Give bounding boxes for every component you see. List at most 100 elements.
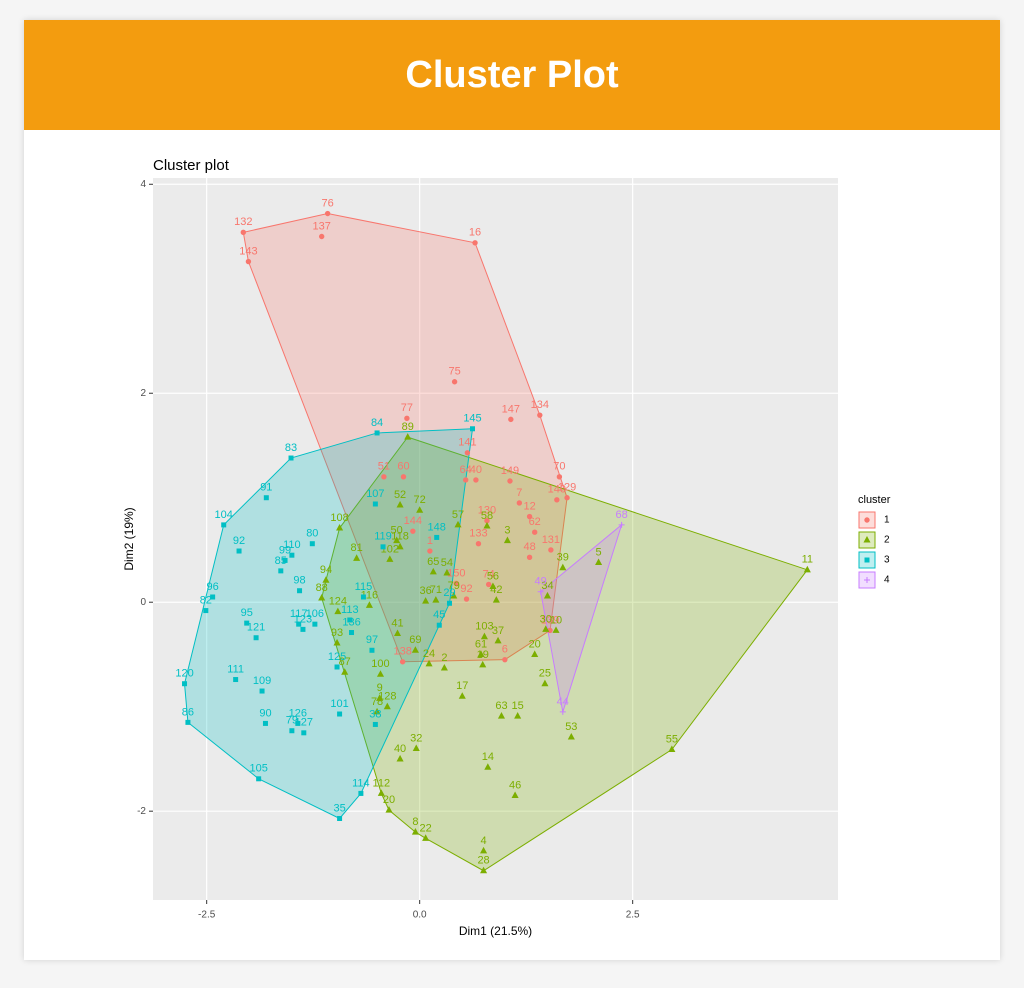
point (240, 229, 247, 236)
legend-label: 3 (884, 555, 890, 566)
point (864, 517, 870, 523)
point-label: 136 (342, 616, 360, 628)
point (464, 450, 471, 456)
point (410, 528, 416, 534)
point (497, 712, 506, 719)
x-tick-label: 0.0 (413, 910, 427, 921)
point (349, 630, 355, 636)
point-label: 111 (227, 663, 244, 675)
point (358, 790, 364, 796)
point-label: 79 (448, 580, 460, 592)
point (511, 791, 519, 799)
point-label: 51 (378, 461, 390, 473)
point (245, 258, 252, 265)
point (182, 681, 188, 687)
point-label: 11 (802, 554, 813, 566)
point (564, 495, 570, 501)
point (322, 576, 330, 583)
point (480, 632, 488, 640)
point-label: 123 (294, 613, 312, 625)
point-label: 53 (565, 721, 577, 733)
point (618, 521, 625, 528)
legend-label: 1 (884, 515, 890, 526)
point (337, 711, 343, 717)
point (333, 638, 341, 646)
point (541, 679, 549, 687)
point-label: 117 (290, 608, 308, 620)
point-label: 113 (341, 604, 359, 616)
point (412, 744, 420, 751)
point-label: 41 (391, 617, 403, 629)
point (531, 529, 538, 535)
point-label: 92 (233, 535, 245, 547)
point-label: 55 (666, 733, 678, 745)
cluster-hull (321, 436, 809, 872)
legend-label: 4 (884, 575, 890, 586)
point (516, 500, 523, 506)
point (559, 563, 567, 571)
point-label: 9 (377, 682, 383, 694)
point-label: 93 (331, 627, 343, 639)
point (480, 866, 488, 874)
point (337, 816, 343, 822)
point-label: 138 (393, 646, 411, 658)
point (443, 568, 451, 576)
point-label: 74 (483, 568, 495, 580)
point-label: 148 (428, 521, 446, 533)
point-label: 110 (283, 539, 301, 551)
point-label: 69 (409, 634, 421, 646)
point-label: 83 (285, 442, 297, 454)
point (863, 535, 871, 543)
point-label: 25 (539, 668, 551, 680)
point-label: 40 (394, 743, 406, 755)
point-label: 99 (279, 544, 291, 556)
point (297, 588, 303, 594)
point (489, 582, 497, 590)
point-label: 40 (470, 464, 482, 476)
point-label: 107 (366, 488, 384, 500)
point-label: 105 (249, 763, 267, 775)
point (324, 210, 331, 217)
point-label: 57 (452, 509, 464, 521)
point (477, 650, 485, 657)
point (253, 635, 259, 641)
point-label: 130 (478, 505, 496, 517)
point (236, 548, 242, 554)
point (411, 646, 419, 653)
point-label: 109 (253, 675, 271, 687)
point (278, 568, 284, 574)
point (436, 622, 442, 628)
point-label: 145 (463, 413, 481, 425)
y-tick-label: 4 (140, 179, 146, 190)
point-label: 119 (374, 531, 392, 543)
point (531, 650, 539, 657)
point (385, 806, 393, 813)
point (289, 728, 295, 734)
point (400, 474, 407, 480)
point-label: 133 (469, 528, 487, 540)
point (526, 513, 533, 520)
point-label: 12 (523, 500, 535, 512)
point-label: 64 (460, 464, 472, 476)
point-label: 10 (550, 614, 562, 626)
point (301, 730, 307, 736)
point-label: 95 (241, 607, 253, 619)
point-label: 68 (615, 509, 627, 521)
point-label: 104 (215, 509, 233, 521)
point-label: 129 (558, 482, 576, 494)
point (393, 629, 402, 637)
point-label: 76 (322, 197, 334, 209)
point (318, 593, 326, 601)
point-label: 58 (481, 510, 493, 522)
x-axis-label: Dim1 (21.5%) (459, 924, 532, 938)
point (256, 776, 262, 782)
point-label: 16 (469, 227, 481, 239)
point (416, 506, 424, 513)
point (373, 707, 381, 715)
point-label: 38 (369, 708, 381, 720)
point (312, 621, 318, 627)
y-tick-label: 0 (140, 597, 146, 608)
point (396, 542, 404, 550)
